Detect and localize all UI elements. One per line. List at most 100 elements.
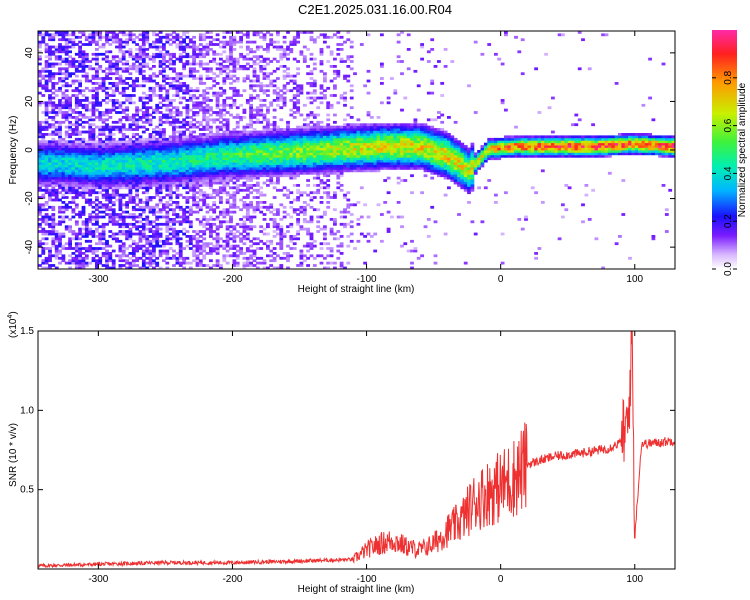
spectrogram-cell bbox=[111, 38, 116, 42]
spectrogram-cell bbox=[108, 159, 113, 163]
spectrogram-cell bbox=[135, 191, 139, 195]
spectrogram-cell bbox=[121, 218, 126, 221]
spectrogram-cell bbox=[266, 72, 270, 76]
spectrogram-cell bbox=[138, 99, 143, 102]
spectrogram-cell bbox=[269, 210, 274, 214]
spectrogram-cell bbox=[222, 137, 227, 141]
spectrogram-cell bbox=[138, 208, 143, 212]
spectrogram-cell bbox=[121, 247, 126, 250]
spectrogram-cell bbox=[222, 82, 227, 85]
spectrogram-cell bbox=[108, 254, 113, 258]
spectrogram-cell bbox=[235, 133, 240, 136]
spectrogram-cell bbox=[95, 264, 99, 267]
spectrogram-cell bbox=[198, 35, 203, 39]
spectrogram-cell bbox=[182, 118, 186, 122]
spectrogram-cell bbox=[185, 113, 190, 117]
spectrogram-cell bbox=[155, 256, 160, 260]
spectrogram-cell bbox=[172, 111, 176, 114]
spectrogram-cell bbox=[215, 103, 220, 107]
spectrogram-cell bbox=[312, 167, 317, 170]
spectrogram-cell bbox=[292, 111, 297, 114]
spectrogram-cell bbox=[235, 186, 240, 190]
spectrogram-cell bbox=[105, 86, 109, 90]
spectrogram-cell bbox=[185, 106, 190, 110]
spectrogram-cell bbox=[158, 186, 163, 190]
spectrogram-cell bbox=[128, 198, 133, 202]
spectrogram-cell bbox=[44, 159, 49, 163]
spectrogram-cell bbox=[131, 208, 136, 212]
spectrogram-cell bbox=[155, 48, 160, 51]
spectrogram-cell bbox=[185, 145, 190, 148]
spectrogram-cell bbox=[111, 203, 116, 207]
spectrogram-cell bbox=[269, 150, 274, 153]
spectrogram-cell bbox=[306, 140, 310, 144]
spectrogram-cell bbox=[235, 264, 240, 267]
spectrogram-cell bbox=[262, 162, 267, 165]
spectrogram-cell bbox=[51, 108, 56, 112]
spectrogram-cell bbox=[141, 159, 146, 163]
spectrogram-cell bbox=[286, 169, 290, 173]
spectrogram-cell bbox=[198, 62, 203, 66]
spectrogram-cell bbox=[316, 157, 321, 161]
spectrogram-cell bbox=[121, 123, 126, 127]
spectrogram-cell bbox=[185, 55, 190, 59]
spectrogram-cell bbox=[74, 205, 79, 209]
spectrogram-cell bbox=[255, 120, 260, 124]
spectrogram-cell bbox=[95, 116, 99, 119]
spectrogram-cell bbox=[282, 215, 287, 219]
spectrogram-cell bbox=[302, 133, 307, 136]
spectrogram-cell bbox=[239, 252, 243, 255]
spectrogram-cell bbox=[296, 108, 300, 112]
spectrogram-cell bbox=[105, 123, 109, 127]
spectrogram-cell bbox=[219, 220, 223, 224]
spectrogram-cell bbox=[74, 244, 79, 248]
spectrogram-cell bbox=[252, 176, 257, 180]
spectrogram-cell bbox=[162, 52, 166, 56]
spectrogram-cell bbox=[145, 235, 150, 238]
spectrogram-cell bbox=[81, 69, 86, 73]
spectrogram-cell bbox=[185, 103, 190, 107]
spectrogram-cell bbox=[252, 249, 257, 253]
spectrogram-cell bbox=[286, 259, 290, 263]
spectrogram-cell bbox=[95, 230, 99, 233]
spectrogram-cell bbox=[108, 184, 113, 187]
spectrogram-cell bbox=[222, 254, 227, 258]
spectrogram-cell bbox=[162, 150, 166, 153]
spectrogram-cell bbox=[118, 43, 123, 46]
spectrogram-cell bbox=[111, 140, 116, 144]
spectrogram-cell bbox=[68, 227, 72, 231]
spectrogram-cell bbox=[212, 140, 217, 144]
spectrogram-cell bbox=[222, 247, 227, 250]
spectrogram-cell bbox=[259, 186, 264, 190]
spectrogram-cell bbox=[296, 101, 300, 105]
spectrogram-cell bbox=[111, 174, 116, 178]
spectrogram-cell bbox=[91, 67, 96, 71]
spectrogram-cell bbox=[245, 184, 250, 187]
spectrogram-cell bbox=[138, 205, 143, 209]
spectrogram-cell bbox=[135, 142, 139, 146]
spectrogram-cell bbox=[302, 125, 307, 129]
spectrogram-cell bbox=[235, 62, 240, 66]
spectrogram-cell bbox=[165, 249, 170, 253]
spectrogram-cell bbox=[101, 130, 106, 134]
spectrogram-cell bbox=[316, 154, 321, 158]
spectrogram-cell bbox=[182, 31, 186, 34]
spectrogram-cell bbox=[198, 94, 203, 97]
spectrogram-cell bbox=[138, 45, 143, 49]
spectrogram-cell bbox=[316, 142, 321, 146]
spectrogram-cell bbox=[286, 135, 290, 139]
spectrogram-cell bbox=[74, 157, 79, 161]
spectrogram-cell bbox=[64, 116, 69, 119]
spectrogram-cell bbox=[101, 235, 106, 238]
spectrogram-cell bbox=[222, 159, 227, 163]
spectrogram-cell bbox=[172, 181, 176, 185]
spectrogram-cell bbox=[309, 147, 314, 151]
spectrogram-cell bbox=[81, 171, 86, 175]
spectrogram-cell bbox=[108, 130, 113, 134]
spectrogram-cell bbox=[162, 86, 166, 90]
spectrogram-cell bbox=[323, 130, 327, 134]
spectrogram-cell bbox=[222, 244, 227, 248]
spectrogram-cell bbox=[98, 128, 103, 131]
spectrogram-cell bbox=[178, 157, 183, 161]
spectrogram-cell bbox=[155, 140, 160, 144]
